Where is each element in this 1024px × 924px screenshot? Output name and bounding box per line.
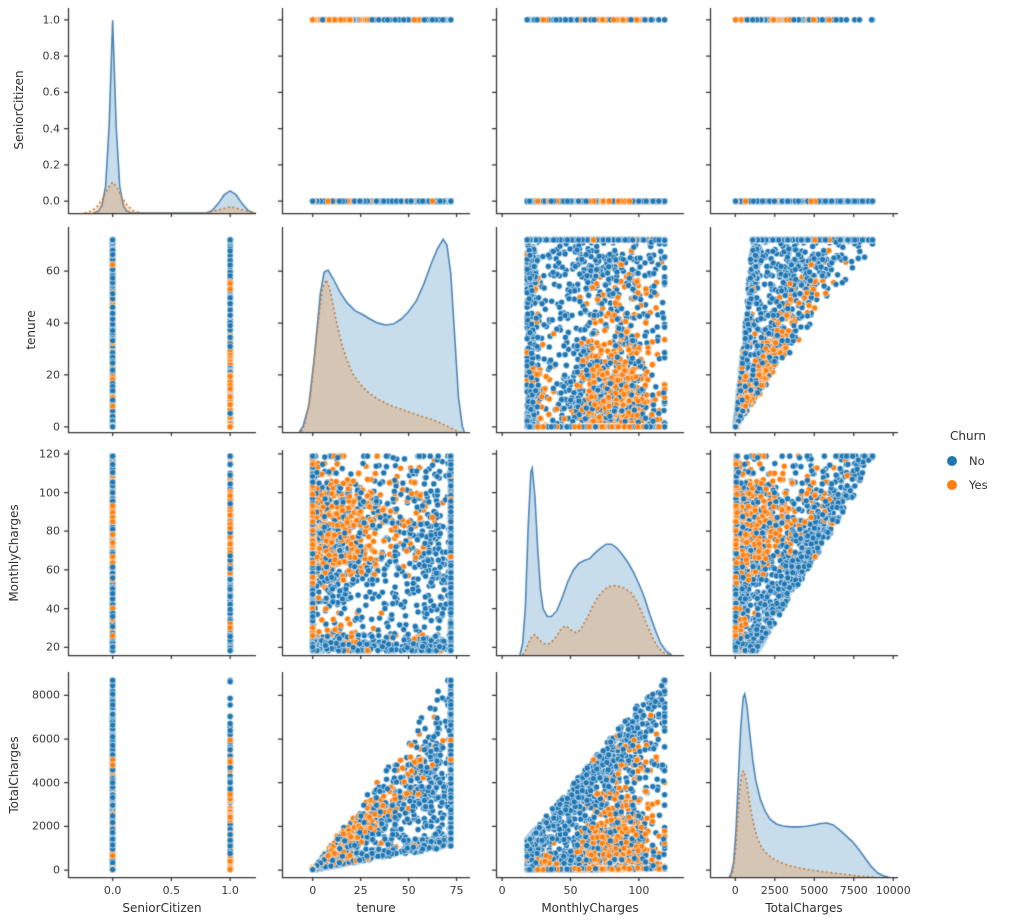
y-axis-label-totalcharges: TotalCharges bbox=[7, 736, 21, 814]
x-tick-label: 1.0 bbox=[221, 884, 239, 897]
y-tick-label: 1.0 bbox=[42, 13, 61, 27]
x-tick-label: 0 bbox=[309, 884, 317, 897]
y-tick-label: 0 bbox=[53, 863, 60, 877]
x-tick-label: 0 bbox=[498, 884, 506, 897]
legend-marker-yes-icon bbox=[947, 480, 957, 490]
x-axis-label-seniorcitizen: SeniorCitizen bbox=[122, 901, 202, 915]
legend-item-yes: Yes bbox=[938, 473, 1024, 497]
y-tick-label: 0.0 bbox=[42, 194, 61, 208]
y-tick-label: 0 bbox=[53, 420, 60, 434]
legend: Churn No Yes bbox=[938, 429, 1024, 497]
x-tick-label: 25 bbox=[353, 884, 368, 897]
x-tick-label: 0 bbox=[731, 884, 739, 897]
legend-item-no: No bbox=[938, 449, 1024, 473]
y-tick-label: 4000 bbox=[32, 776, 60, 790]
y-tick-label: 40 bbox=[46, 602, 60, 616]
y-tick-label: 60 bbox=[46, 264, 60, 278]
x-tick-label: 100 bbox=[628, 884, 650, 897]
y-tick-label: 8000 bbox=[32, 688, 60, 702]
x-axis-label-tenure: tenure bbox=[356, 901, 396, 915]
y-tick-label: 120 bbox=[39, 447, 60, 461]
y-tick-label: 80 bbox=[46, 524, 60, 538]
y-tick-label: 20 bbox=[46, 368, 60, 382]
x-tick-label: 5000 bbox=[800, 884, 829, 897]
legend-marker-no-icon bbox=[947, 456, 957, 466]
legend-title: Churn bbox=[950, 429, 986, 443]
x-axis-label-totalcharges: TotalCharges bbox=[765, 901, 843, 915]
x-tick-label: 50 bbox=[401, 884, 416, 897]
y-tick-label: 20 bbox=[46, 640, 60, 654]
y-axis-label-seniorcitizen: SeniorCitizen bbox=[12, 70, 26, 150]
x-axis-label-monthlycharges: MonthlyCharges bbox=[541, 901, 639, 915]
legend-label-no: No bbox=[969, 454, 985, 468]
y-tick-label: 6000 bbox=[32, 732, 60, 746]
x-tick-label: 10000 bbox=[875, 884, 911, 897]
y-tick-label: 0.2 bbox=[42, 158, 61, 172]
x-tick-label: 50 bbox=[563, 884, 578, 897]
x-tick-label: 7500 bbox=[839, 884, 868, 897]
y-tick-label: 0.8 bbox=[42, 49, 61, 63]
y-tick-label: 2000 bbox=[32, 819, 60, 833]
y-axis-label-monthlycharges: MonthlyCharges bbox=[7, 504, 21, 602]
y-tick-label: 0.6 bbox=[42, 85, 61, 99]
y-tick-label: 40 bbox=[46, 316, 60, 330]
x-tick-label: 0.5 bbox=[162, 884, 181, 897]
x-tick-label: 2500 bbox=[760, 884, 789, 897]
y-tick-label: 0.4 bbox=[42, 122, 61, 136]
y-tick-label: 60 bbox=[46, 563, 60, 577]
legend-label-yes: Yes bbox=[969, 478, 988, 492]
x-tick-label: 0.0 bbox=[103, 884, 122, 897]
y-tick-label: 100 bbox=[39, 486, 60, 500]
x-tick-label: 75 bbox=[449, 884, 464, 897]
